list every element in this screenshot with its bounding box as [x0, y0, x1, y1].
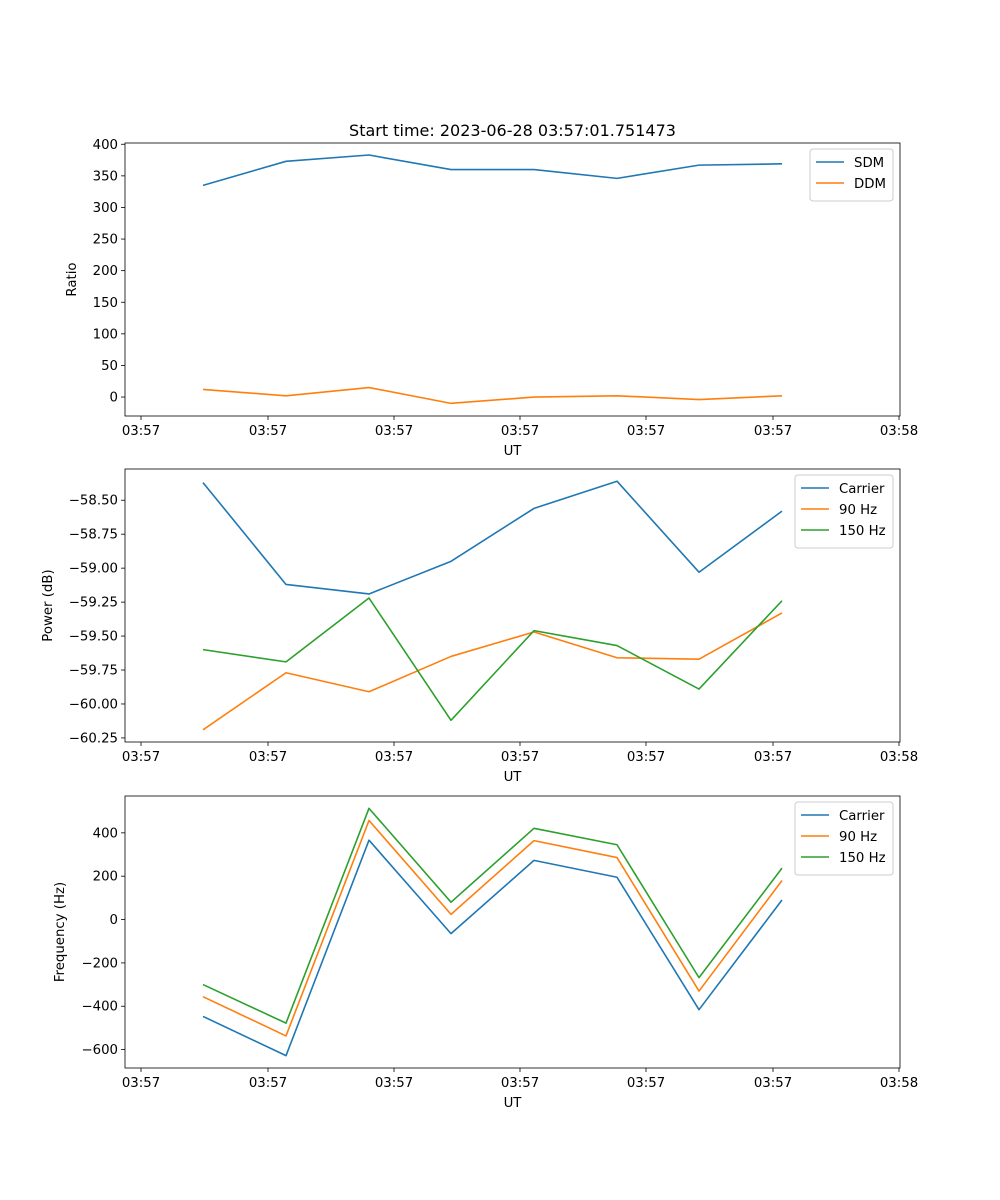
x-tick-label: 03:58: [880, 424, 918, 439]
series-line-150-hz: [202, 597, 783, 722]
x-tick-label: 03:57: [754, 424, 792, 439]
y-tick-label: −600: [81, 1043, 118, 1058]
x-tick-label: 03:57: [249, 424, 287, 439]
subplot-2: 03:57 03:57 03:57 03:57 03:57 03:57 03:58 −60.2…: [41, 468, 918, 785]
series-line-carrier: [202, 839, 783, 1057]
x-axis-label: UT: [504, 444, 523, 459]
x-tick-label: 03:58: [880, 1076, 918, 1091]
series-line-90-hz: [202, 819, 783, 1037]
legend-entry: 90 Hz: [839, 503, 877, 518]
y-tick-label: 250: [93, 233, 118, 248]
y-tick-label: 50: [101, 359, 118, 374]
y-tick-label: 350: [93, 169, 118, 184]
subplots: 03:57 03:57 03:57 03:57 03:57 03:57 03:58 0 50 10…: [41, 138, 918, 1111]
legend-entry: SDM: [854, 156, 884, 171]
y-tick-label: −200: [81, 956, 118, 971]
y-tick-label: −60.25: [69, 731, 118, 746]
x-tick-label: 03:58: [880, 750, 918, 765]
y-tick-label: 200: [93, 870, 118, 885]
y-tick-label: 100: [93, 327, 118, 342]
y-tick-label: −60.00: [69, 697, 118, 712]
series-line-sdm: [202, 154, 783, 187]
subplot-3: 03:57 03:57 03:57 03:57 03:57 03:57 03:58 −600 −…: [53, 795, 918, 1111]
axes-frame: [124, 795, 901, 1069]
legend: SDM DDM: [809, 148, 894, 202]
x-tick-label: 03:57: [249, 750, 287, 765]
y-tick-label: −59.75: [69, 664, 118, 679]
x-tick-label: 03:57: [249, 1076, 287, 1091]
y-axis-label: Frequency (Hz): [53, 882, 68, 982]
y-axis-label: Ratio: [65, 262, 80, 296]
y-tick-label: 0: [110, 913, 118, 928]
x-tick-label: 03:57: [627, 424, 665, 439]
x-tick-label: 03:57: [754, 1076, 792, 1091]
series-line-150-hz: [202, 807, 783, 1024]
x-axis-label: UT: [504, 770, 523, 785]
legend-entry: Carrier: [839, 482, 885, 497]
subplot-1: 03:57 03:57 03:57 03:57 03:57 03:57 03:58 0 50 10…: [65, 138, 918, 459]
x-tick-label: 03:57: [627, 750, 665, 765]
series-line-carrier: [202, 480, 783, 595]
y-tick-label: −400: [81, 1000, 118, 1015]
x-tick-label: 03:57: [501, 424, 539, 439]
legend-entry: 150 Hz: [839, 524, 886, 539]
x-tick-label: 03:57: [501, 750, 539, 765]
y-tick-label: −59.50: [69, 630, 118, 645]
x-tick-label: 03:57: [501, 1076, 539, 1091]
axes-frame: [124, 142, 901, 417]
y-tick-label: 200: [93, 264, 118, 279]
x-tick-label: 03:57: [122, 1076, 160, 1091]
y-tick-label: −59.25: [69, 596, 118, 611]
legend-entry: Carrier: [839, 809, 885, 824]
legend-entry: 150 Hz: [839, 851, 886, 866]
axes-frame: [124, 468, 901, 743]
y-axis-label: Power (dB): [41, 569, 56, 641]
series-line-90-hz: [202, 612, 783, 731]
x-tick-label: 03:57: [627, 1076, 665, 1091]
x-tick-label: 03:57: [754, 750, 792, 765]
x-tick-label: 03:57: [375, 424, 413, 439]
y-tick-label: 400: [93, 826, 118, 841]
x-tick-label: 03:57: [122, 750, 160, 765]
y-tick-label: 150: [93, 296, 118, 311]
legend-entry: 90 Hz: [839, 830, 877, 845]
x-tick-label: 03:57: [375, 750, 413, 765]
legend: Carrier 90 Hz 150 Hz: [794, 474, 894, 549]
x-tick-label: 03:57: [122, 424, 160, 439]
x-axis-label: UT: [504, 1096, 523, 1111]
y-tick-label: −59.00: [69, 562, 118, 577]
series-line-ddm: [202, 386, 783, 405]
x-tick-label: 03:57: [375, 1076, 413, 1091]
y-tick-label: −58.50: [69, 494, 118, 509]
y-tick-label: −58.75: [69, 528, 118, 543]
legend-entry: DDM: [854, 177, 886, 192]
y-tick-label: 400: [93, 138, 118, 153]
figure-title: Start time: 2023-06-28 03:57:01.751473: [349, 121, 676, 140]
y-tick-label: 0: [110, 391, 118, 406]
legend: Carrier 90 Hz 150 Hz: [794, 801, 894, 876]
y-tick-label: 300: [93, 201, 118, 216]
